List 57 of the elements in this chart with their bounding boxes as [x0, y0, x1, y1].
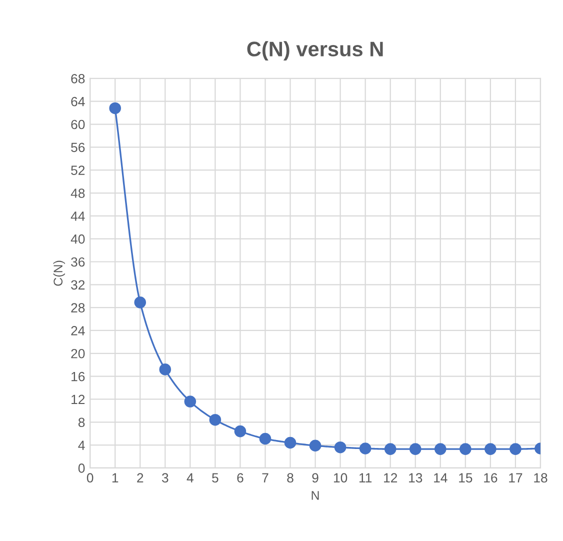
point	[510, 443, 522, 455]
x-tick-label: 7	[262, 473, 268, 482]
x-tick-label: 1	[112, 473, 118, 482]
x-tick-label: 4	[186, 473, 194, 482]
point	[484, 443, 496, 455]
y-tick-label: 36	[71, 257, 85, 267]
x-tick-label: 0	[86, 473, 94, 483]
y-tick-label: 40	[70, 234, 85, 244]
y-tick-label: 12	[72, 394, 85, 404]
y-tick-label: 60	[71, 120, 85, 130]
point	[209, 414, 222, 426]
point	[259, 432, 272, 445]
x-tick-label: 3	[162, 473, 168, 483]
y-axis-title: C(N)	[53, 260, 65, 286]
x-tick-label: 13	[409, 473, 422, 483]
y-tick-label: 44	[70, 212, 85, 221]
x-tick-label: 9	[312, 473, 318, 483]
x-tick-label: 12	[384, 473, 398, 482]
x-tick-label: 2	[137, 473, 144, 482]
y-tick-label: 4	[78, 440, 85, 450]
chart-title: C(N) versus N	[247, 41, 383, 61]
y-tick-label: 32	[71, 280, 85, 290]
y-tick-label: 8	[78, 418, 85, 428]
x-tick-label: 5	[212, 473, 218, 483]
x-tick-label: 8	[287, 473, 294, 483]
point	[409, 443, 422, 455]
y-tick-label: 56	[71, 142, 85, 152]
y-tick-label: 48	[70, 188, 85, 198]
y-tick-label: 20	[71, 348, 85, 358]
y-tick-label: 64	[71, 96, 85, 106]
x-tick-label: 11	[359, 473, 372, 482]
x-tick-label: 16	[484, 473, 498, 483]
y-tick-label: 52	[71, 166, 85, 176]
x-tick-label: 6	[237, 473, 244, 483]
y-tick-label: 0	[78, 464, 85, 473]
point	[359, 442, 372, 454]
x-tick-label: 15	[459, 473, 472, 483]
point	[434, 443, 446, 455]
x-axis-title: N	[312, 491, 319, 500]
y-tick-label: 24	[71, 326, 85, 336]
x-tick-label: 14	[434, 473, 448, 482]
point	[384, 443, 396, 455]
x-tick-label: 10	[334, 473, 348, 483]
point	[159, 364, 172, 376]
y-tick-label: 16	[72, 372, 85, 382]
point	[334, 441, 346, 454]
x-tick-label: 17	[509, 473, 522, 482]
point	[460, 443, 472, 455]
y-tick-label: 28	[71, 303, 85, 312]
point	[309, 440, 322, 452]
point	[134, 296, 146, 308]
y-tick-label: 68	[71, 74, 85, 84]
point	[284, 436, 296, 449]
x-tick-label: 18	[534, 473, 548, 483]
point	[184, 396, 196, 408]
point	[109, 102, 122, 114]
point	[234, 425, 246, 438]
